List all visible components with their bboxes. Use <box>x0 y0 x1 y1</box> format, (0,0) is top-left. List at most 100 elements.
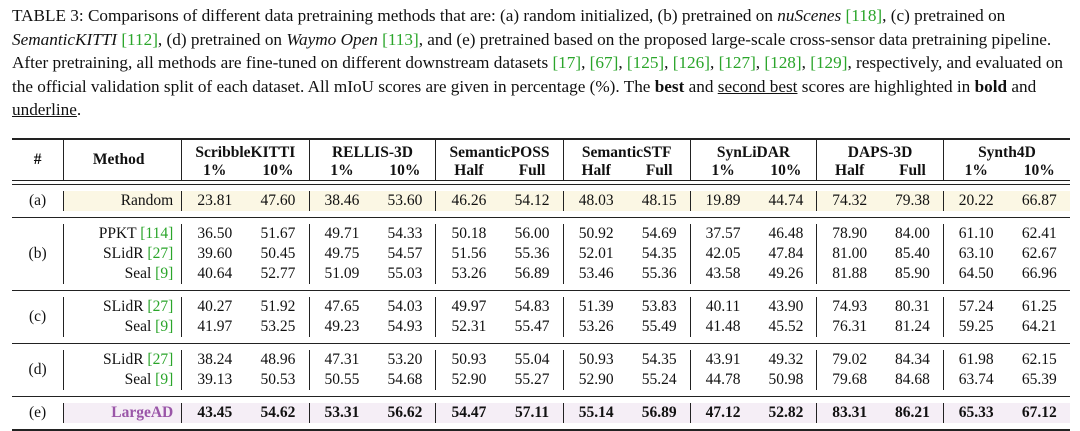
score-cell: 81.24 <box>895 318 930 335</box>
score-cell: 53.31 <box>308 403 375 423</box>
score-cell: 51.09 <box>308 264 375 284</box>
score-cell: 43.45 <box>181 403 248 423</box>
score-cell: 61.98 <box>942 350 1009 370</box>
score-cell: 45.52 <box>768 318 804 335</box>
score-cell: 52.31 <box>435 317 502 337</box>
score-cell: 41.48 <box>689 317 756 337</box>
score-cell: 38.46 <box>308 191 375 211</box>
group-id: (d) <box>12 350 65 390</box>
score-cell: 38.24 <box>181 350 248 370</box>
score-cell: 20.22 <box>942 191 1009 211</box>
dataset-header: Synth4D <box>942 140 1070 162</box>
method-cell: SLidR [27] <box>64 244 182 264</box>
score-cell: 66.96 <box>1021 265 1057 282</box>
score-cell: 40.11 <box>689 297 756 317</box>
method-name: Random <box>120 192 174 209</box>
dataset-header: DAPS-3D <box>816 140 944 162</box>
score-cell: 50.18 <box>435 224 502 244</box>
table-caption: TABLE 3: Comparisons of different data p… <box>12 6 1064 119</box>
score-cell: 23.81 <box>181 191 248 211</box>
method-cell: Seal [9] <box>64 317 182 337</box>
score-cell: 52.77 <box>260 265 296 282</box>
method-cell: Seal [9] <box>64 370 182 390</box>
method-cell: PPKT [114] <box>64 224 182 244</box>
method-name: Seal <box>124 318 152 335</box>
score-cell: 55.14 <box>562 403 629 423</box>
score-cell: 79.02 <box>816 350 883 370</box>
score-cell: 76.31 <box>816 317 883 337</box>
table-row: (a) Random 23.81 47.60 38.46 53.60 46.26 54.12 4… <box>12 191 1070 211</box>
score-cell: 51.92 <box>260 298 296 315</box>
score-cell: 54.69 <box>641 225 677 242</box>
score-cell: 49.32 <box>768 351 804 368</box>
method-name: Seal <box>124 371 152 388</box>
score-cell: 48.96 <box>260 351 296 368</box>
score-cell: 44.78 <box>689 370 756 390</box>
split-header: 10% <box>262 162 294 179</box>
method-citation: [27] <box>147 351 174 368</box>
split-header: 1% <box>942 162 1009 181</box>
dataset-header: RELLIS-3D <box>308 140 436 162</box>
method-name: LargeAD <box>111 404 174 421</box>
score-cell: 65.33 <box>942 403 1009 423</box>
score-cell: 55.04 <box>514 351 550 368</box>
score-cell: 59.25 <box>942 317 1009 337</box>
method-citation: [9] <box>155 318 174 335</box>
split-header: 10% <box>770 162 802 179</box>
method-cell: LargeAD <box>63 403 182 423</box>
score-cell: 51.56 <box>435 244 502 264</box>
score-cell: 47.12 <box>689 403 756 423</box>
score-cell: 56.62 <box>374 403 436 423</box>
split-header: Half <box>816 162 883 181</box>
score-cell: 54.35 <box>641 351 677 368</box>
dataset-header: ScribbleKITTI <box>181 140 310 162</box>
score-cell: 85.40 <box>895 245 930 262</box>
score-cell: 40.64 <box>181 264 248 284</box>
method-citation: [9] <box>155 265 174 282</box>
score-cell: 55.49 <box>641 318 677 335</box>
score-cell: 53.25 <box>260 318 296 335</box>
score-cell: 56.89 <box>514 265 550 282</box>
score-cell: 65.39 <box>1021 371 1057 388</box>
score-cell: 80.31 <box>895 298 930 315</box>
score-cell: 57.11 <box>501 403 564 423</box>
method-citation: [114] <box>140 225 174 242</box>
score-cell: 61.10 <box>942 224 1009 244</box>
score-cell: 79.38 <box>882 191 944 211</box>
score-cell: 51.39 <box>562 297 629 317</box>
score-cell: 37.57 <box>689 224 756 244</box>
split-header: 10% <box>389 162 421 179</box>
score-cell: 50.53 <box>260 371 296 388</box>
score-cell: 55.24 <box>641 371 677 388</box>
method-cell: SLidR [27] <box>64 350 182 370</box>
score-cell: 43.90 <box>768 298 804 315</box>
dataset-header: SemanticPOSS <box>435 140 564 162</box>
table-row: (e) LargeAD 43.45 54.62 53.31 56.62 54.47 57.11… <box>12 403 1070 423</box>
score-cell: 84.68 <box>895 371 930 388</box>
score-cell: 54.62 <box>247 403 310 423</box>
group-id: (a) <box>12 191 65 211</box>
score-cell: 56.00 <box>514 225 550 242</box>
table-row: Seal [9] 40.64 52.77 51.09 55.03 53.26 56.89 53… <box>12 264 1070 284</box>
split-header: 1% <box>181 162 248 181</box>
score-cell: 54.35 <box>641 245 677 262</box>
table-row: Seal [9] 41.97 53.25 49.23 54.93 52.31 55.47 53… <box>12 317 1070 337</box>
score-cell: 47.31 <box>308 350 375 370</box>
method-citation: [27] <box>147 245 174 262</box>
score-cell: 62.67 <box>1021 245 1057 262</box>
score-cell: 62.15 <box>1021 351 1057 368</box>
score-cell: 62.41 <box>1021 225 1057 242</box>
score-cell: 55.36 <box>514 245 550 262</box>
split-header: Half <box>435 162 502 181</box>
score-cell: 81.00 <box>816 244 883 264</box>
split-header: Full <box>645 162 673 179</box>
score-cell: 47.65 <box>308 297 375 317</box>
score-cell: 46.26 <box>435 191 502 211</box>
score-cell: 49.75 <box>308 244 375 264</box>
score-cell: 61.25 <box>1021 298 1057 315</box>
split-header: Half <box>562 162 629 181</box>
score-cell: 79.68 <box>816 370 883 390</box>
method-name: SLidR <box>103 351 144 368</box>
score-cell: 64.50 <box>942 264 1009 284</box>
score-cell: 63.10 <box>942 244 1009 264</box>
